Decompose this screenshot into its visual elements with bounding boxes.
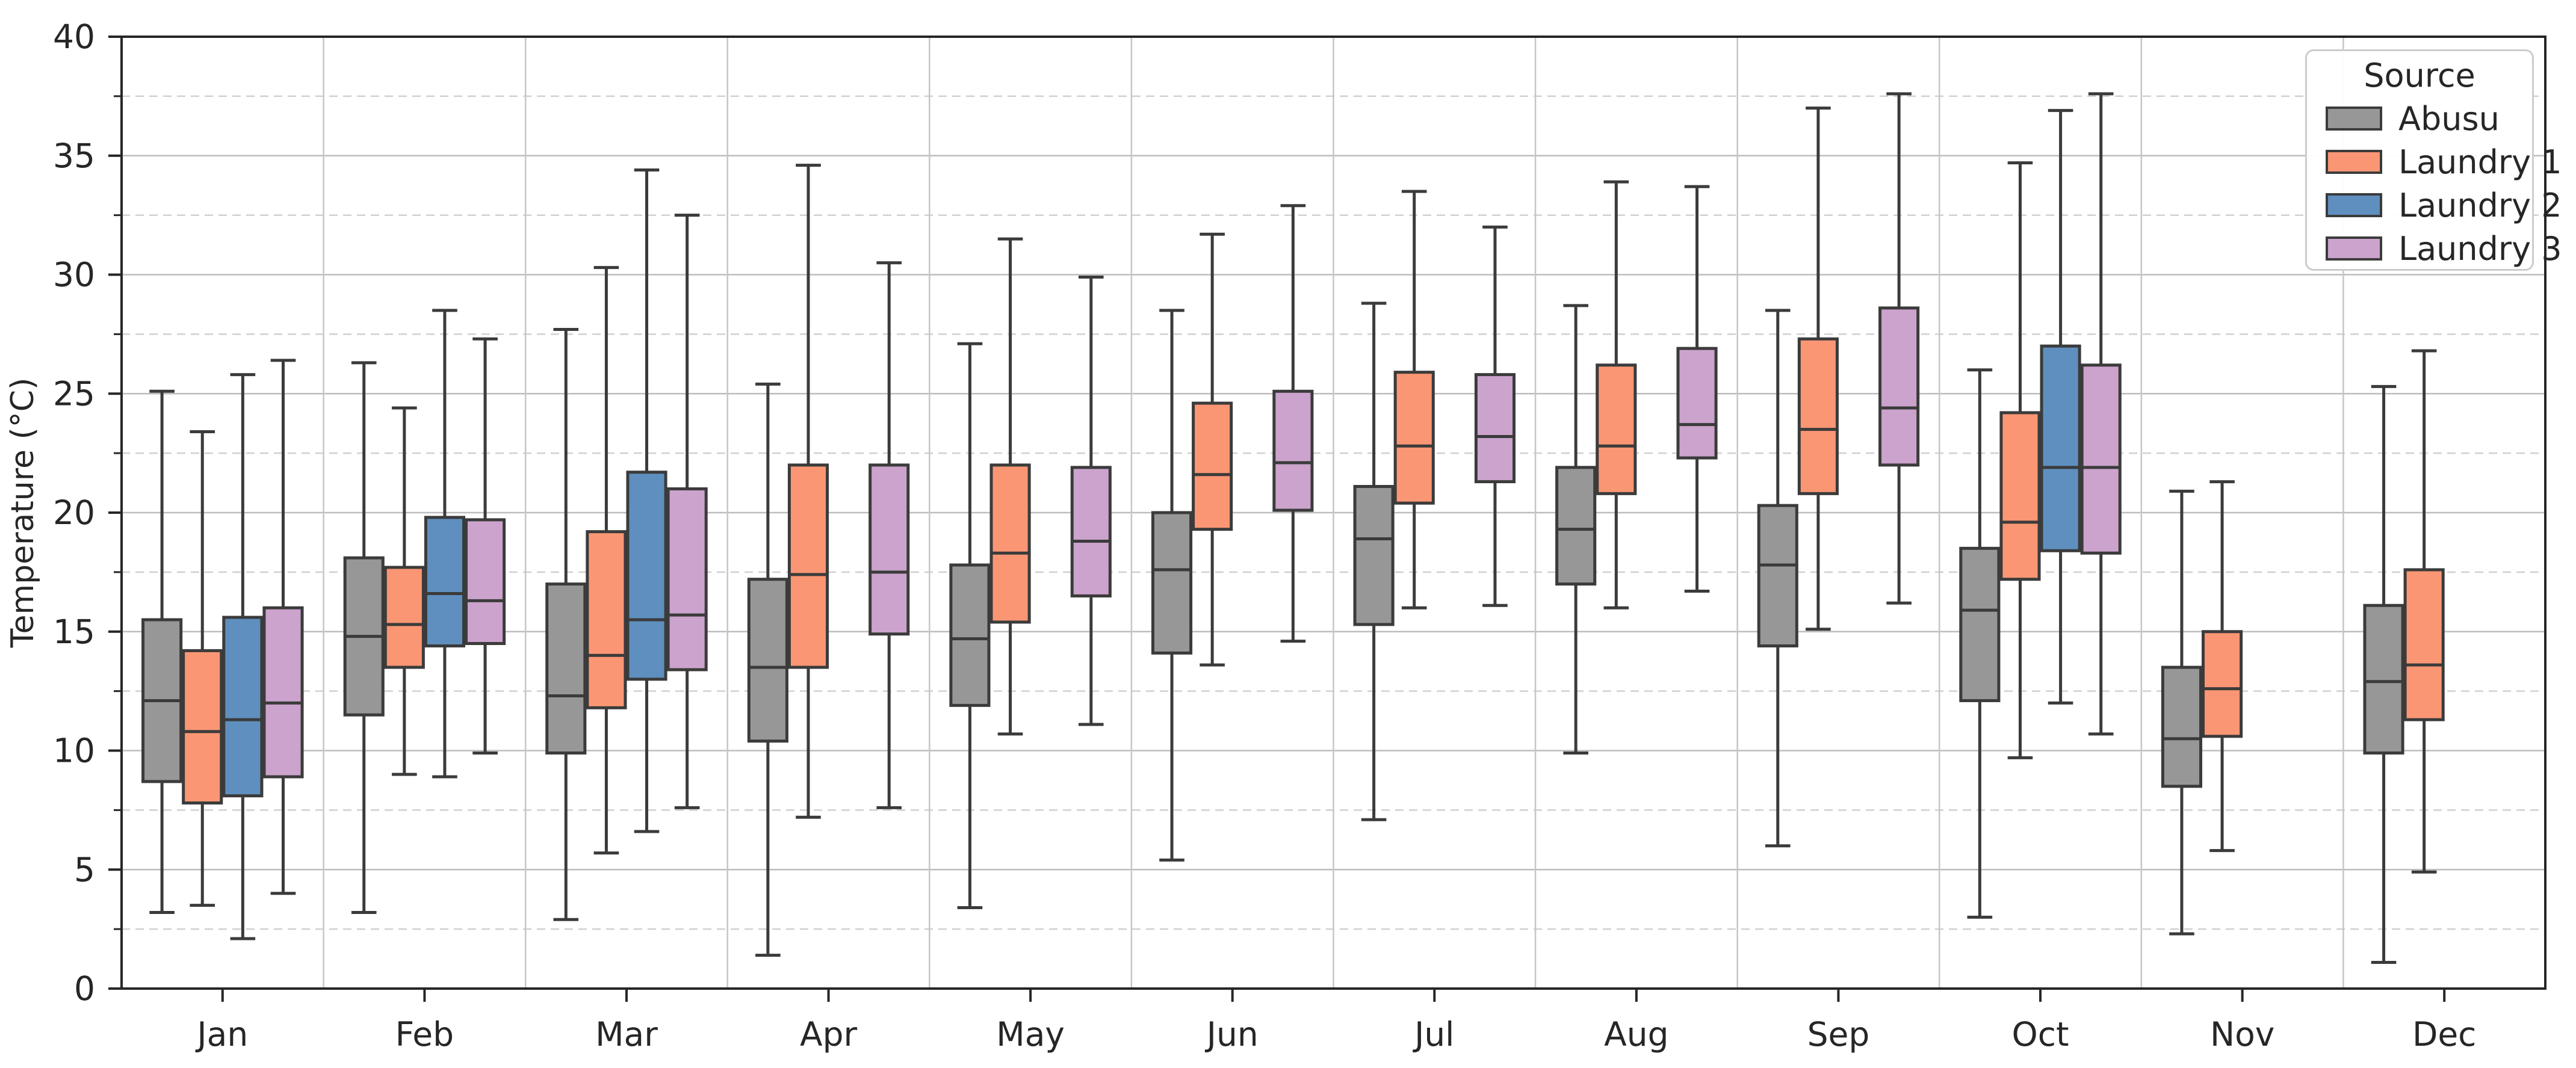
y-tick-label: 25 xyxy=(53,374,95,413)
y-tick-label: 0 xyxy=(74,969,95,1008)
x-tick-label-apr: Apr xyxy=(800,1015,858,1054)
y-tick-label: 15 xyxy=(53,613,95,651)
x-tick-label-dec: Dec xyxy=(2412,1015,2476,1054)
box-laundry-3-feb xyxy=(464,518,506,646)
x-tick-label-aug: Aug xyxy=(1604,1015,1668,1054)
x-tick-label-jul: Jul xyxy=(1413,1015,1454,1054)
box-abusu-aug xyxy=(1555,466,1597,586)
x-tick-label-sep: Sep xyxy=(1807,1015,1870,1054)
box-laundry-3-jun xyxy=(1272,389,1314,512)
box-abusu-oct xyxy=(1959,546,2001,702)
box-laundry-1-apr xyxy=(787,463,829,669)
box-abusu-mar xyxy=(545,582,587,755)
y-tick-label: 30 xyxy=(53,256,95,294)
y-tick-label: 35 xyxy=(53,137,95,175)
y-tick-label: 20 xyxy=(53,493,95,532)
x-tick-label-mar: Mar xyxy=(595,1015,658,1054)
legend-item-laundry-2: Laundry 2 xyxy=(2307,184,2562,227)
legend-item-abusu: Abusu xyxy=(2307,97,2532,140)
y-tick-label: 10 xyxy=(53,732,95,770)
box-laundry-3-oct xyxy=(2080,363,2122,555)
legend-swatch-laundry-1 xyxy=(2326,150,2382,174)
y-axis-label: Temperature (°C) xyxy=(5,378,41,649)
x-tick-label-feb: Feb xyxy=(395,1015,454,1054)
y-tick-label: 5 xyxy=(74,850,95,889)
box-laundry-1-dec xyxy=(2403,568,2445,721)
box-laundry-2-jan xyxy=(222,616,264,798)
legend-label-laundry-3: Laundry 3 xyxy=(2398,229,2562,268)
box-laundry-2-feb xyxy=(424,516,465,647)
legend-label-abusu: Abusu xyxy=(2398,99,2500,138)
box-laundry-3-jul xyxy=(1474,373,1516,484)
box-laundry-1-jan xyxy=(182,649,223,805)
box-laundry-1-oct xyxy=(1999,411,2041,581)
box-abusu-jun xyxy=(1151,511,1193,655)
x-tick-label-may: May xyxy=(996,1015,1065,1054)
legend-swatch-abusu xyxy=(2326,106,2382,131)
legend-swatch-laundry-2 xyxy=(2326,193,2382,217)
box-laundry-1-nov xyxy=(2202,630,2243,738)
legend-item-laundry-1: Laundry 1 xyxy=(2307,140,2562,184)
box-laundry-1-feb xyxy=(383,566,425,669)
box-laundry-3-aug xyxy=(1676,347,1718,460)
legend-item-laundry-3: Laundry 3 xyxy=(2307,227,2562,270)
box-abusu-jul xyxy=(1353,484,1395,626)
y-tick-label: 40 xyxy=(53,17,95,56)
legend-swatch-laundry-3 xyxy=(2326,236,2382,261)
box-laundry-1-sep xyxy=(1797,337,1839,495)
box-abusu-may xyxy=(949,563,991,707)
box-laundry-3-mar xyxy=(666,487,708,671)
box-laundry-1-jul xyxy=(1393,371,1435,505)
box-laundry-1-aug xyxy=(1596,363,1637,495)
x-tick-label-nov: Nov xyxy=(2210,1015,2274,1054)
box-abusu-apr xyxy=(747,578,788,743)
x-tick-label-jun: Jun xyxy=(1205,1015,1259,1054)
box-abusu-nov xyxy=(2161,665,2203,788)
box-laundry-3-apr xyxy=(868,463,910,636)
box-laundry-2-mar xyxy=(626,471,667,681)
box-laundry-1-jun xyxy=(1192,401,1233,531)
legend-title: Source xyxy=(2364,57,2475,94)
box-abusu-dec xyxy=(2363,603,2404,755)
legend: Source Abusu Laundry 1 Laundry 2 Laundry… xyxy=(2305,49,2562,271)
box-laundry-3-may xyxy=(1070,466,1112,597)
legend-label-laundry-1: Laundry 1 xyxy=(2398,143,2562,181)
box-laundry-1-may xyxy=(989,463,1031,624)
box-abusu-sep xyxy=(1757,504,1798,647)
x-tick-label-jan: Jan xyxy=(195,1015,248,1054)
box-laundry-3-sep xyxy=(1878,306,1920,467)
box-laundry-1-mar xyxy=(586,530,627,709)
x-tick-label-oct: Oct xyxy=(2011,1015,2069,1054)
box-laundry-3-jan xyxy=(262,606,304,779)
box-laundry-2-oct xyxy=(2040,344,2081,552)
legend-label-laundry-2: Laundry 2 xyxy=(2398,186,2562,224)
